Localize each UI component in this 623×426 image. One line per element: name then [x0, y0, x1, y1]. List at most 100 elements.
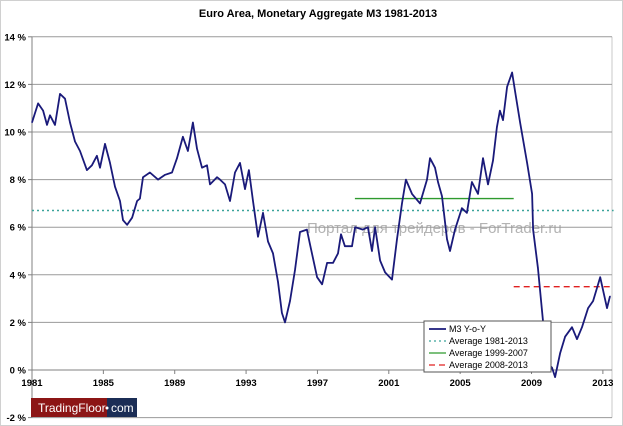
x-tick-label: 1981: [21, 378, 43, 389]
data-point: [164, 174, 166, 176]
data-point: [499, 109, 501, 112]
legend-label: M3 Y-o-Y: [449, 324, 486, 334]
y-tick-label: 2 %: [10, 318, 27, 329]
data-point: [196, 148, 198, 150]
x-tick-label: 1997: [307, 378, 328, 389]
data-point: [411, 193, 413, 195]
data-point: [606, 307, 608, 309]
data-point: [502, 119, 504, 121]
data-point: [526, 162, 528, 164]
data-point: [437, 181, 439, 183]
y-tick-label: 10 %: [4, 128, 26, 139]
x-tick-label: 2013: [592, 378, 613, 389]
data-point: [551, 367, 553, 369]
data-point: [576, 338, 578, 340]
y-tick-label: 4 %: [10, 270, 27, 281]
data-point: [96, 155, 98, 157]
data-point: [554, 376, 556, 378]
data-point: [405, 179, 407, 181]
data-point: [281, 312, 283, 314]
data-point: [86, 169, 88, 171]
data-point: [441, 195, 443, 197]
data-point: [401, 202, 403, 204]
data-point: [31, 121, 33, 124]
data-point: [142, 176, 144, 178]
logo-right-bg: [107, 398, 137, 417]
data-point: [396, 238, 398, 240]
data-point: [299, 231, 301, 233]
data-point: [519, 121, 521, 124]
data-point: [492, 159, 494, 162]
x-tick-label: 1989: [164, 378, 185, 389]
data-point: [79, 150, 81, 152]
x-tick-label: 1985: [93, 378, 115, 389]
logo-left-text: TradingFloor: [38, 401, 106, 415]
data-point: [316, 276, 318, 278]
data-point: [309, 243, 311, 245]
data-point: [446, 238, 448, 240]
data-point: [449, 250, 451, 252]
data-point: [542, 319, 544, 321]
x-tick-label: 2009: [521, 378, 542, 389]
data-point: [362, 228, 364, 231]
data-point: [592, 300, 594, 302]
data-point: [219, 179, 221, 181]
data-point: [454, 228, 456, 231]
data-point: [321, 283, 323, 285]
data-point: [511, 71, 513, 74]
data-point: [139, 198, 141, 200]
x-tick-label: 2005: [450, 378, 472, 389]
data-point: [109, 162, 111, 164]
data-point: [206, 164, 208, 166]
data-point: [571, 326, 573, 328]
data-point: [187, 150, 189, 152]
data-point: [532, 228, 534, 231]
legend: M3 Y-o-Y Average 1981-2013 Average 1999-20…: [423, 320, 552, 373]
data-point: [244, 188, 246, 190]
data-point: [332, 262, 334, 264]
data-point: [426, 179, 428, 181]
data-point: [371, 250, 373, 252]
tradingfloor-logo: TradingFloor com: [31, 398, 137, 417]
data-point: [506, 86, 508, 88]
data-point: [114, 186, 116, 188]
data-point: [157, 179, 159, 181]
y-tick-label: 14 %: [4, 32, 26, 43]
data-point: [434, 167, 436, 169]
data-point: [59, 93, 61, 95]
data-point: [277, 281, 279, 283]
legend-label: Average 1981-2013: [449, 336, 528, 346]
data-point: [514, 90, 516, 93]
data-point: [42, 109, 44, 112]
chart-title: Euro Area, Monetary Aggregate M3 1981-20…: [199, 8, 437, 20]
data-point: [477, 193, 479, 195]
data-point: [351, 245, 353, 247]
data-point: [581, 326, 583, 328]
x-tick-label: 1993: [236, 378, 257, 389]
data-point: [294, 269, 296, 271]
data-point: [599, 276, 601, 278]
data-point: [46, 124, 48, 126]
logo-left-bg: [31, 398, 107, 417]
data-point: [182, 136, 184, 138]
data-point: [136, 200, 138, 202]
data-point: [487, 183, 489, 185]
y-tick-label: 0 %: [10, 366, 27, 377]
data-point: [587, 307, 589, 309]
data-point: [471, 181, 473, 183]
data-point: [239, 162, 241, 164]
data-point: [131, 217, 133, 219]
data-point: [176, 157, 178, 159]
data-point: [99, 167, 101, 169]
data-point: [37, 102, 39, 105]
data-point: [171, 171, 173, 174]
data-point: [248, 169, 250, 171]
data-point: [267, 240, 269, 243]
data-point: [354, 226, 356, 228]
x-tick-label: 2001: [378, 378, 400, 389]
data-point: [126, 224, 128, 226]
data-point: [531, 193, 533, 195]
data-point: [340, 233, 342, 235]
